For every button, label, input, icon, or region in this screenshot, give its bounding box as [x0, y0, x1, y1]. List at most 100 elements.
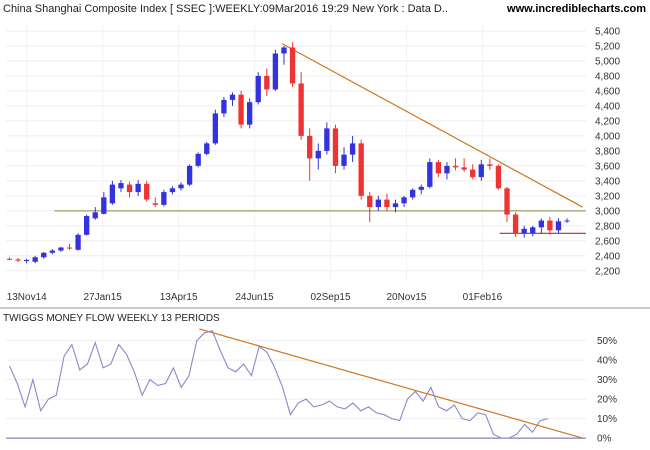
- candle-body: [435, 162, 442, 174]
- site-watermark: www.incrediblecharts.com: [506, 3, 646, 15]
- candle: [66, 243, 73, 250]
- money-flow-series: [8, 330, 549, 439]
- candle: [375, 195, 381, 211]
- candle-body: [470, 169, 476, 178]
- price-tick-label: 2,200: [595, 266, 620, 277]
- candle: [49, 249, 56, 255]
- flow-axis: 0% 10% 20% 30% 40% 50%: [597, 336, 617, 445]
- candle-body: [538, 220, 544, 228]
- candle-body: [135, 183, 141, 193]
- flow-tick-label: 50%: [597, 336, 617, 347]
- candle-body: [478, 164, 484, 178]
- candle: [32, 255, 38, 264]
- date-tick-label: 13Apr15: [160, 292, 198, 303]
- candle-body: [204, 143, 210, 154]
- candle: [538, 218, 544, 234]
- candle: [461, 158, 467, 172]
- candle: [341, 147, 347, 170]
- candle-body: [255, 75, 261, 103]
- candle: [504, 186, 510, 223]
- candle: [332, 124, 339, 174]
- candle: [478, 159, 484, 181]
- flow-tick-label: 10%: [597, 414, 617, 425]
- price-trendline: [281, 43, 583, 208]
- candle: [272, 49, 279, 91]
- candle: [229, 92, 236, 106]
- candle-body: [49, 250, 56, 253]
- candle: [84, 214, 90, 236]
- flow-trendline: [199, 328, 583, 439]
- candle: [152, 197, 158, 208]
- candle: [255, 72, 261, 105]
- candle-body: [521, 228, 527, 234]
- candle: [23, 258, 30, 264]
- candle: [15, 258, 21, 262]
- date-axis: 13Nov14 27Jan15 13Apr15 24Jun15 02Sep15 20Nov…: [7, 292, 503, 303]
- candle: [101, 192, 107, 215]
- candlestick-series: [6, 42, 570, 264]
- candle: [289, 42, 296, 88]
- price-tick-label: 2,600: [595, 236, 620, 247]
- candle-body: [109, 184, 116, 204]
- candle-body: [495, 165, 502, 189]
- candle-body: [221, 99, 227, 114]
- candle-body: [264, 75, 270, 90]
- candle-body: [332, 128, 339, 166]
- candle: [384, 193, 390, 211]
- candle: [392, 199, 399, 213]
- candle-body: [401, 197, 407, 204]
- candle-body: [427, 162, 433, 187]
- candle-body: [307, 135, 313, 159]
- candle-body: [367, 195, 373, 208]
- candle: [178, 182, 184, 191]
- candle-body: [444, 165, 450, 174]
- candle: [564, 218, 570, 223]
- candle: [521, 225, 527, 238]
- candle-body: [281, 47, 287, 54]
- price-tick-label: 5,200: [595, 41, 620, 52]
- candle: [126, 181, 133, 198]
- candle: [6, 257, 13, 261]
- candle: [435, 159, 442, 178]
- candle: [401, 195, 407, 208]
- candle-body: [161, 192, 167, 205]
- candle: [315, 143, 321, 170]
- candle: [281, 45, 287, 65]
- candle: [358, 139, 364, 200]
- candle-body: [92, 212, 98, 219]
- candle-body: [298, 83, 304, 136]
- candle-body: [555, 221, 562, 231]
- candle-body: [564, 220, 570, 222]
- candle-body: [512, 214, 519, 234]
- flow-tick-label: 20%: [597, 395, 617, 406]
- price-tick-label: 3,200: [595, 191, 620, 202]
- price-axis: 2,200 2,400 2,600 2,800 3,000 3,200 3,400 3,600…: [595, 26, 620, 277]
- price-tick-label: 3,000: [595, 206, 620, 217]
- candle-body: [272, 53, 279, 90]
- price-tick-label: 4,600: [595, 86, 620, 97]
- candle-body: [32, 257, 38, 262]
- candle: [144, 180, 150, 202]
- candle: [470, 164, 476, 180]
- candle-body: [238, 94, 244, 125]
- price-grid: [6, 22, 586, 282]
- candle: [324, 122, 330, 155]
- candle-body: [41, 252, 47, 258]
- candle-body: [358, 143, 364, 196]
- candle-body: [6, 258, 13, 260]
- flow-tick-label: 30%: [597, 375, 617, 386]
- price-tick-label: 3,800: [595, 146, 620, 157]
- candle-body: [315, 150, 321, 159]
- candle-body: [101, 197, 107, 214]
- candle: [427, 158, 433, 189]
- candle: [487, 158, 493, 170]
- candle: [161, 189, 167, 207]
- date-tick-label: 02Sep15: [311, 292, 351, 303]
- price-tick-label: 5,400: [595, 26, 620, 37]
- candle: [409, 188, 416, 200]
- candle-body: [324, 128, 330, 151]
- candle: [307, 128, 313, 181]
- candle-body: [169, 188, 176, 193]
- candle: [41, 252, 47, 259]
